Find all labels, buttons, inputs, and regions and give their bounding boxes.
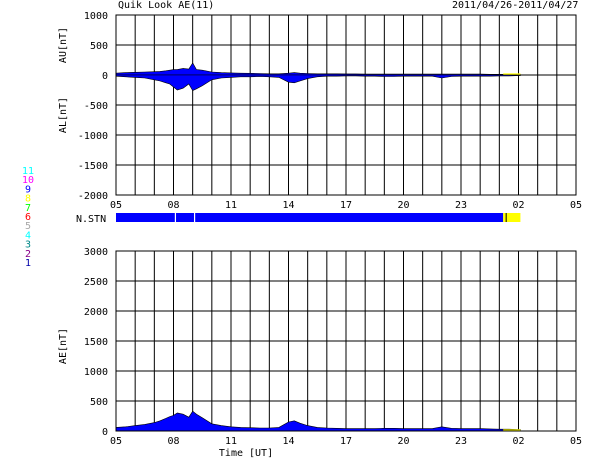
x-tick-label: 14 [282, 200, 294, 211]
y-tick-label: 2500 [84, 277, 108, 288]
x-tick-label: 02 [512, 200, 524, 211]
x-axis-label: Time [UT] [219, 448, 273, 459]
y-tick-label: -1000 [78, 131, 108, 142]
x-tick-label: 23 [455, 436, 467, 447]
y-tick-label: 3000 [84, 247, 108, 258]
legend-item-1: 1 [25, 258, 31, 269]
y-axis-label-al: AL[nT] [58, 97, 69, 133]
station-bar-tail [503, 213, 521, 222]
station-bar-label: N.STN [76, 214, 106, 225]
legend-item-10: 10 [22, 175, 34, 186]
y-tick-label: 1500 [84, 337, 108, 348]
chart-title: Quik Look AE(11) [118, 0, 215, 11]
data-series-1 [115, 74, 521, 91]
legend-item-3: 3 [25, 240, 31, 251]
y-axis-label-au: AU[nT] [58, 27, 69, 63]
legend-item-6: 6 [25, 212, 31, 223]
x-tick-label: 11 [225, 200, 237, 211]
x-tick-label: 05 [570, 200, 582, 211]
data-series-0 [115, 62, 521, 76]
plot-frame [115, 14, 577, 196]
x-tick-label: 08 [167, 436, 179, 447]
station-bar-fill [116, 213, 504, 222]
legend-item-7: 7 [25, 203, 31, 214]
y-tick-label: -500 [84, 101, 108, 112]
x-tick-label: 02 [512, 436, 524, 447]
y-tick-label: -1500 [78, 161, 108, 172]
y-axis-label-ae: AE[nT] [58, 328, 69, 364]
legend-item-9: 9 [25, 184, 31, 195]
x-tick-label: 17 [340, 436, 352, 447]
legend-item-4: 4 [25, 230, 31, 241]
legend-item-8: 8 [25, 194, 31, 205]
x-tick-label: 20 [397, 200, 409, 211]
x-tick-label: 23 [455, 200, 467, 211]
date-range: 2011/04/26-2011/04/27 [452, 0, 579, 11]
y-tick-label: -2000 [78, 191, 108, 202]
legend-item-11: 11 [22, 166, 34, 177]
plot-frame [115, 250, 577, 432]
y-tick-label: 500 [90, 397, 108, 408]
y-tick-label: 0 [102, 427, 108, 438]
x-tick-label: 05 [110, 200, 122, 211]
y-tick-label: 0 [102, 71, 108, 82]
x-tick-label: 05 [570, 436, 582, 447]
y-tick-label: 2000 [84, 307, 108, 318]
x-tick-label: 14 [282, 436, 294, 447]
x-tick-label: 17 [340, 200, 352, 211]
y-tick-label: 1000 [84, 367, 108, 378]
legend-item-2: 2 [25, 249, 31, 260]
x-tick-label: 05 [110, 436, 122, 447]
y-tick-label: 1000 [84, 11, 108, 22]
legend-item-5: 5 [25, 221, 31, 232]
x-tick-label: 20 [397, 436, 409, 447]
y-tick-label: 500 [90, 41, 108, 52]
x-tick-label: 11 [225, 436, 237, 447]
data-series-0 [115, 410, 521, 432]
x-tick-label: 08 [167, 200, 179, 211]
